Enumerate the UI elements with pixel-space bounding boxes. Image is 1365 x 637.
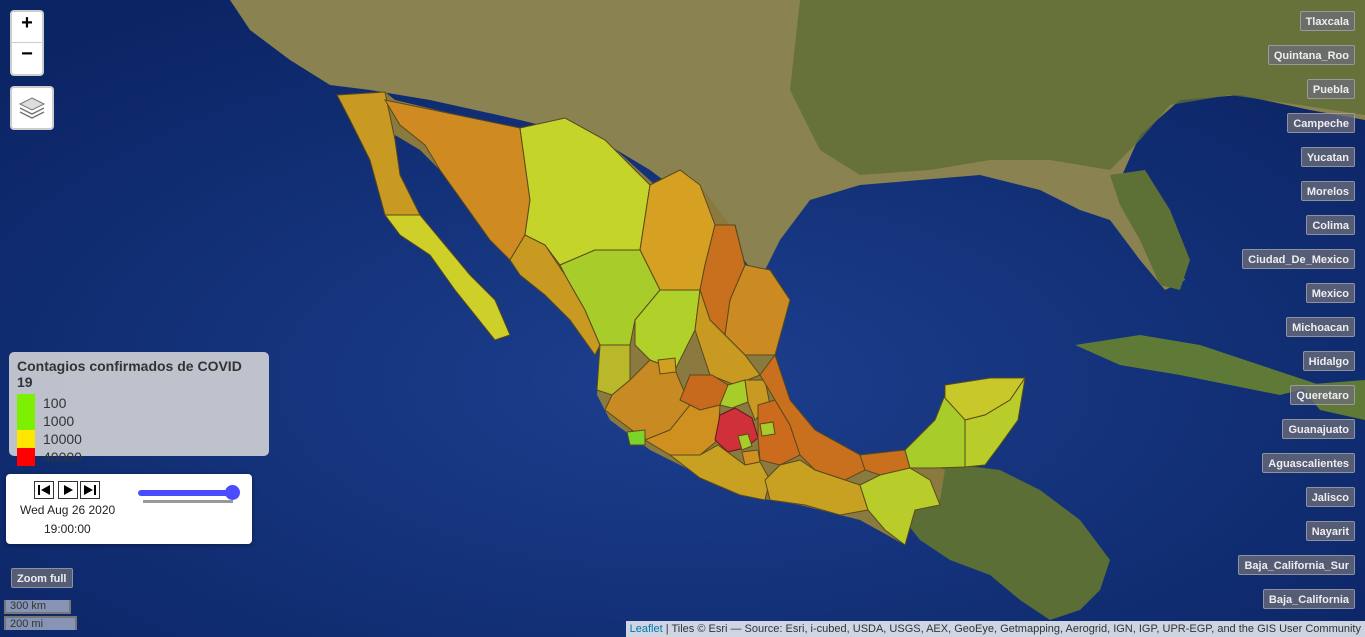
legend-item: 1000 bbox=[17, 412, 261, 430]
region-guerrero[interactable] bbox=[668, 444, 771, 501]
attribution: Leaflet | Tiles © Esri — Source: Esri, i… bbox=[625, 621, 1365, 637]
scale-km: 300 km bbox=[4, 600, 71, 614]
zoom-control: + − bbox=[10, 10, 44, 76]
region-chiapas[interactable] bbox=[859, 467, 941, 546]
skip-forward-button[interactable] bbox=[80, 481, 100, 499]
state-button-baja-california[interactable]: Baja_California bbox=[1262, 589, 1355, 609]
state-button-colima[interactable]: Colima bbox=[1306, 215, 1355, 235]
legend-label: 40000 bbox=[43, 449, 82, 465]
region-veracruz[interactable] bbox=[759, 353, 866, 481]
scale-mi: 200 mi bbox=[4, 616, 77, 630]
region-tamaulipas[interactable] bbox=[724, 224, 791, 356]
play-icon bbox=[64, 485, 73, 495]
legend-swatch bbox=[17, 412, 35, 430]
state-button-mexico[interactable]: Mexico bbox=[1305, 283, 1355, 303]
central-america bbox=[900, 465, 1110, 620]
legend-swatch bbox=[17, 430, 35, 448]
region-tlaxcala[interactable] bbox=[759, 421, 776, 437]
region-quintana-roo[interactable] bbox=[964, 377, 1026, 468]
current-date: Wed Aug 26 2020 bbox=[20, 503, 116, 517]
state-button-campeche[interactable]: Campeche bbox=[1287, 113, 1355, 133]
legend-item: 40000 bbox=[17, 448, 261, 466]
zoom-out-button[interactable]: − bbox=[12, 42, 42, 73]
skip-back-icon bbox=[38, 485, 50, 495]
zoom-in-button[interactable]: + bbox=[12, 12, 42, 42]
usa-east-vegetation bbox=[790, 0, 1365, 175]
state-button-quintana-roo[interactable]: Quintana_Roo bbox=[1267, 45, 1355, 65]
state-button-baja-california-sur[interactable]: Baja_California_Sur bbox=[1238, 555, 1355, 575]
state-button-michoacan[interactable]: Michoacan bbox=[1286, 317, 1355, 337]
region-durango[interactable] bbox=[559, 249, 661, 346]
state-button-hidalgo[interactable]: Hidalgo bbox=[1302, 351, 1355, 371]
zoom-full-button[interactable]: Zoom full bbox=[11, 568, 73, 588]
state-button-ciudad-de-mexico[interactable]: Ciudad_De_Mexico bbox=[1242, 249, 1355, 269]
state-button-aguascalientes[interactable]: Aguascalientes bbox=[1262, 453, 1355, 473]
time-slider[interactable] bbox=[138, 490, 234, 496]
skip-forward-icon bbox=[84, 485, 96, 495]
legend-label: 10000 bbox=[43, 431, 82, 447]
state-button-tlaxcala[interactable]: Tlaxcala bbox=[1299, 11, 1355, 31]
region-queretaro[interactable] bbox=[719, 379, 749, 409]
layers-button[interactable] bbox=[10, 86, 54, 130]
legend-label: 100 bbox=[43, 395, 67, 411]
time-dimension-control: Wed Aug 26 2020 19:00:00 bbox=[6, 474, 252, 544]
state-button-jalisco[interactable]: Jalisco bbox=[1305, 487, 1355, 507]
region-colima[interactable] bbox=[626, 429, 646, 446]
region-aguascalientes[interactable] bbox=[657, 357, 677, 375]
time-slider-handle[interactable] bbox=[225, 485, 240, 500]
layers-icon bbox=[18, 97, 46, 119]
state-button-nayarit[interactable]: Nayarit bbox=[1305, 521, 1355, 541]
state-button-guanajuato[interactable]: Guanajuato bbox=[1282, 419, 1355, 439]
legend: Contagios confirmados de COVID 19 100 10… bbox=[9, 352, 269, 466]
play-button[interactable] bbox=[58, 481, 78, 499]
legend-swatch bbox=[17, 448, 35, 466]
attribution-text: | Tiles © Esri — Source: Esri, i-cubed, … bbox=[662, 623, 1361, 635]
leaflet-link[interactable]: Leaflet bbox=[629, 623, 663, 635]
legend-label: 1000 bbox=[43, 413, 75, 429]
speed-slider[interactable] bbox=[143, 500, 233, 503]
legend-item: 10000 bbox=[17, 430, 261, 448]
state-button-puebla[interactable]: Puebla bbox=[1306, 79, 1355, 99]
state-button-queretaro[interactable]: Queretaro bbox=[1290, 385, 1355, 405]
legend-swatch bbox=[17, 394, 35, 412]
region-baja-california-sur[interactable] bbox=[384, 214, 511, 341]
skip-back-button[interactable] bbox=[34, 481, 54, 499]
legend-title: Contagios confirmados de COVID 19 bbox=[17, 358, 242, 390]
cuba bbox=[1075, 335, 1320, 395]
legend-item: 100 bbox=[17, 394, 261, 412]
florida bbox=[1110, 170, 1190, 290]
state-button-yucatan[interactable]: Yucatan bbox=[1300, 147, 1355, 167]
current-time: 19:00:00 bbox=[44, 522, 91, 536]
region-ciudad-de-mexico[interactable] bbox=[737, 433, 753, 451]
state-button-morelos[interactable]: Morelos bbox=[1300, 181, 1355, 201]
